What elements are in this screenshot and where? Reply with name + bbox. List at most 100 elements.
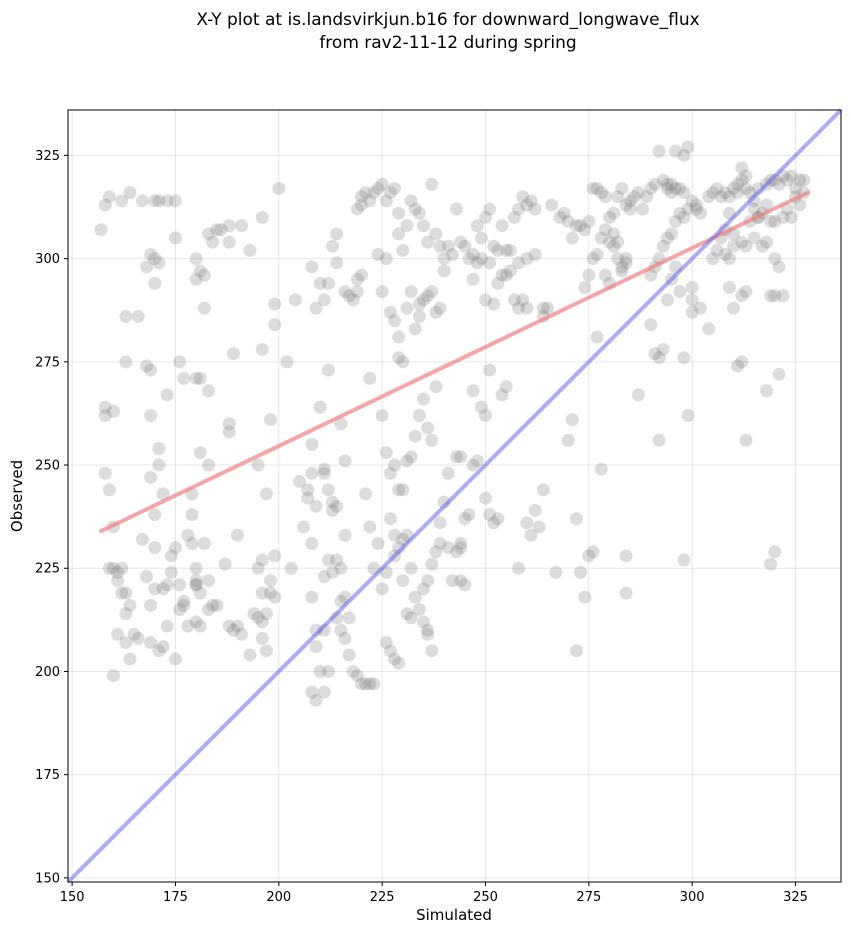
data-point — [152, 644, 166, 658]
data-point — [421, 289, 435, 303]
data-point — [458, 578, 472, 592]
data-point — [193, 446, 207, 460]
data-point — [483, 363, 497, 377]
data-point — [615, 260, 629, 274]
data-point — [441, 466, 455, 480]
data-point — [772, 260, 786, 274]
data-point — [524, 528, 538, 542]
data-point — [160, 194, 174, 208]
data-point — [541, 301, 555, 315]
data-point — [222, 619, 236, 633]
data-point — [156, 487, 170, 501]
data-point — [230, 619, 244, 633]
data-point — [784, 210, 798, 224]
data-point — [392, 330, 406, 344]
data-point — [433, 239, 447, 253]
data-point — [164, 565, 178, 579]
data-point — [512, 202, 526, 216]
data-point — [189, 615, 203, 629]
data-point — [168, 231, 182, 245]
data-point — [115, 586, 129, 600]
data-point — [111, 574, 125, 588]
data-point — [735, 161, 749, 175]
data-point — [532, 520, 546, 534]
data-point — [685, 281, 699, 295]
data-point — [342, 289, 356, 303]
data-point — [693, 206, 707, 220]
x-tick-label: 250 — [473, 890, 498, 905]
data-point — [177, 594, 191, 608]
data-point — [375, 408, 389, 422]
data-point — [450, 450, 464, 464]
data-point — [528, 202, 542, 216]
data-point — [764, 557, 778, 571]
data-point — [512, 301, 526, 315]
data-point — [569, 512, 583, 526]
data-point — [156, 582, 170, 596]
data-point — [487, 239, 501, 253]
data-point — [123, 186, 137, 200]
data-point — [177, 371, 191, 385]
data-point — [264, 574, 278, 588]
data-point — [119, 636, 133, 650]
data-point — [408, 429, 422, 443]
data-point — [470, 454, 484, 468]
data-point — [412, 309, 426, 323]
data-point — [685, 305, 699, 319]
data-point — [206, 598, 220, 612]
data-point — [735, 355, 749, 369]
data-point — [202, 227, 216, 241]
data-point — [268, 590, 282, 604]
data-point — [168, 194, 182, 208]
data-point — [338, 454, 352, 468]
data-point — [772, 367, 786, 381]
data-point — [665, 227, 679, 241]
y-tick-label: 150 — [35, 871, 60, 886]
data-point — [665, 186, 679, 200]
chart-title-line1: X-Y plot at is.landsvirkjun.b16 for down… — [196, 10, 699, 30]
data-point — [408, 322, 422, 336]
data-point — [321, 363, 335, 377]
data-point — [189, 561, 203, 575]
data-point — [309, 499, 323, 513]
data-point — [611, 190, 625, 204]
data-point — [400, 301, 414, 315]
data-point — [648, 347, 662, 361]
data-point — [197, 301, 211, 315]
data-point — [445, 247, 459, 261]
data-point — [350, 669, 364, 683]
data-point — [528, 247, 542, 261]
data-point — [425, 644, 439, 658]
data-point — [189, 578, 203, 592]
data-point — [400, 607, 414, 621]
data-point — [677, 210, 691, 224]
data-point — [582, 549, 596, 563]
data-point — [491, 512, 505, 526]
data-point — [235, 627, 249, 641]
data-point — [557, 206, 571, 220]
x-tick-label: 225 — [370, 890, 395, 905]
data-point — [780, 173, 794, 187]
data-point — [359, 677, 373, 691]
data-point — [268, 549, 282, 563]
data-point — [259, 644, 273, 658]
data-point — [685, 194, 699, 208]
data-point — [148, 541, 162, 555]
data-point — [507, 210, 521, 224]
data-point — [722, 252, 736, 266]
data-point — [425, 433, 439, 447]
data-point — [259, 607, 273, 621]
data-point — [437, 264, 451, 278]
data-point — [611, 252, 625, 266]
data-point — [379, 194, 393, 208]
data-point — [148, 252, 162, 266]
data-point — [119, 309, 133, 323]
data-point — [660, 181, 674, 195]
data-point — [206, 235, 220, 249]
data-point — [491, 276, 505, 290]
data-point — [516, 190, 530, 204]
data-point — [185, 508, 199, 522]
data-point — [350, 285, 364, 299]
data-point — [652, 144, 666, 158]
data-point — [681, 140, 695, 154]
